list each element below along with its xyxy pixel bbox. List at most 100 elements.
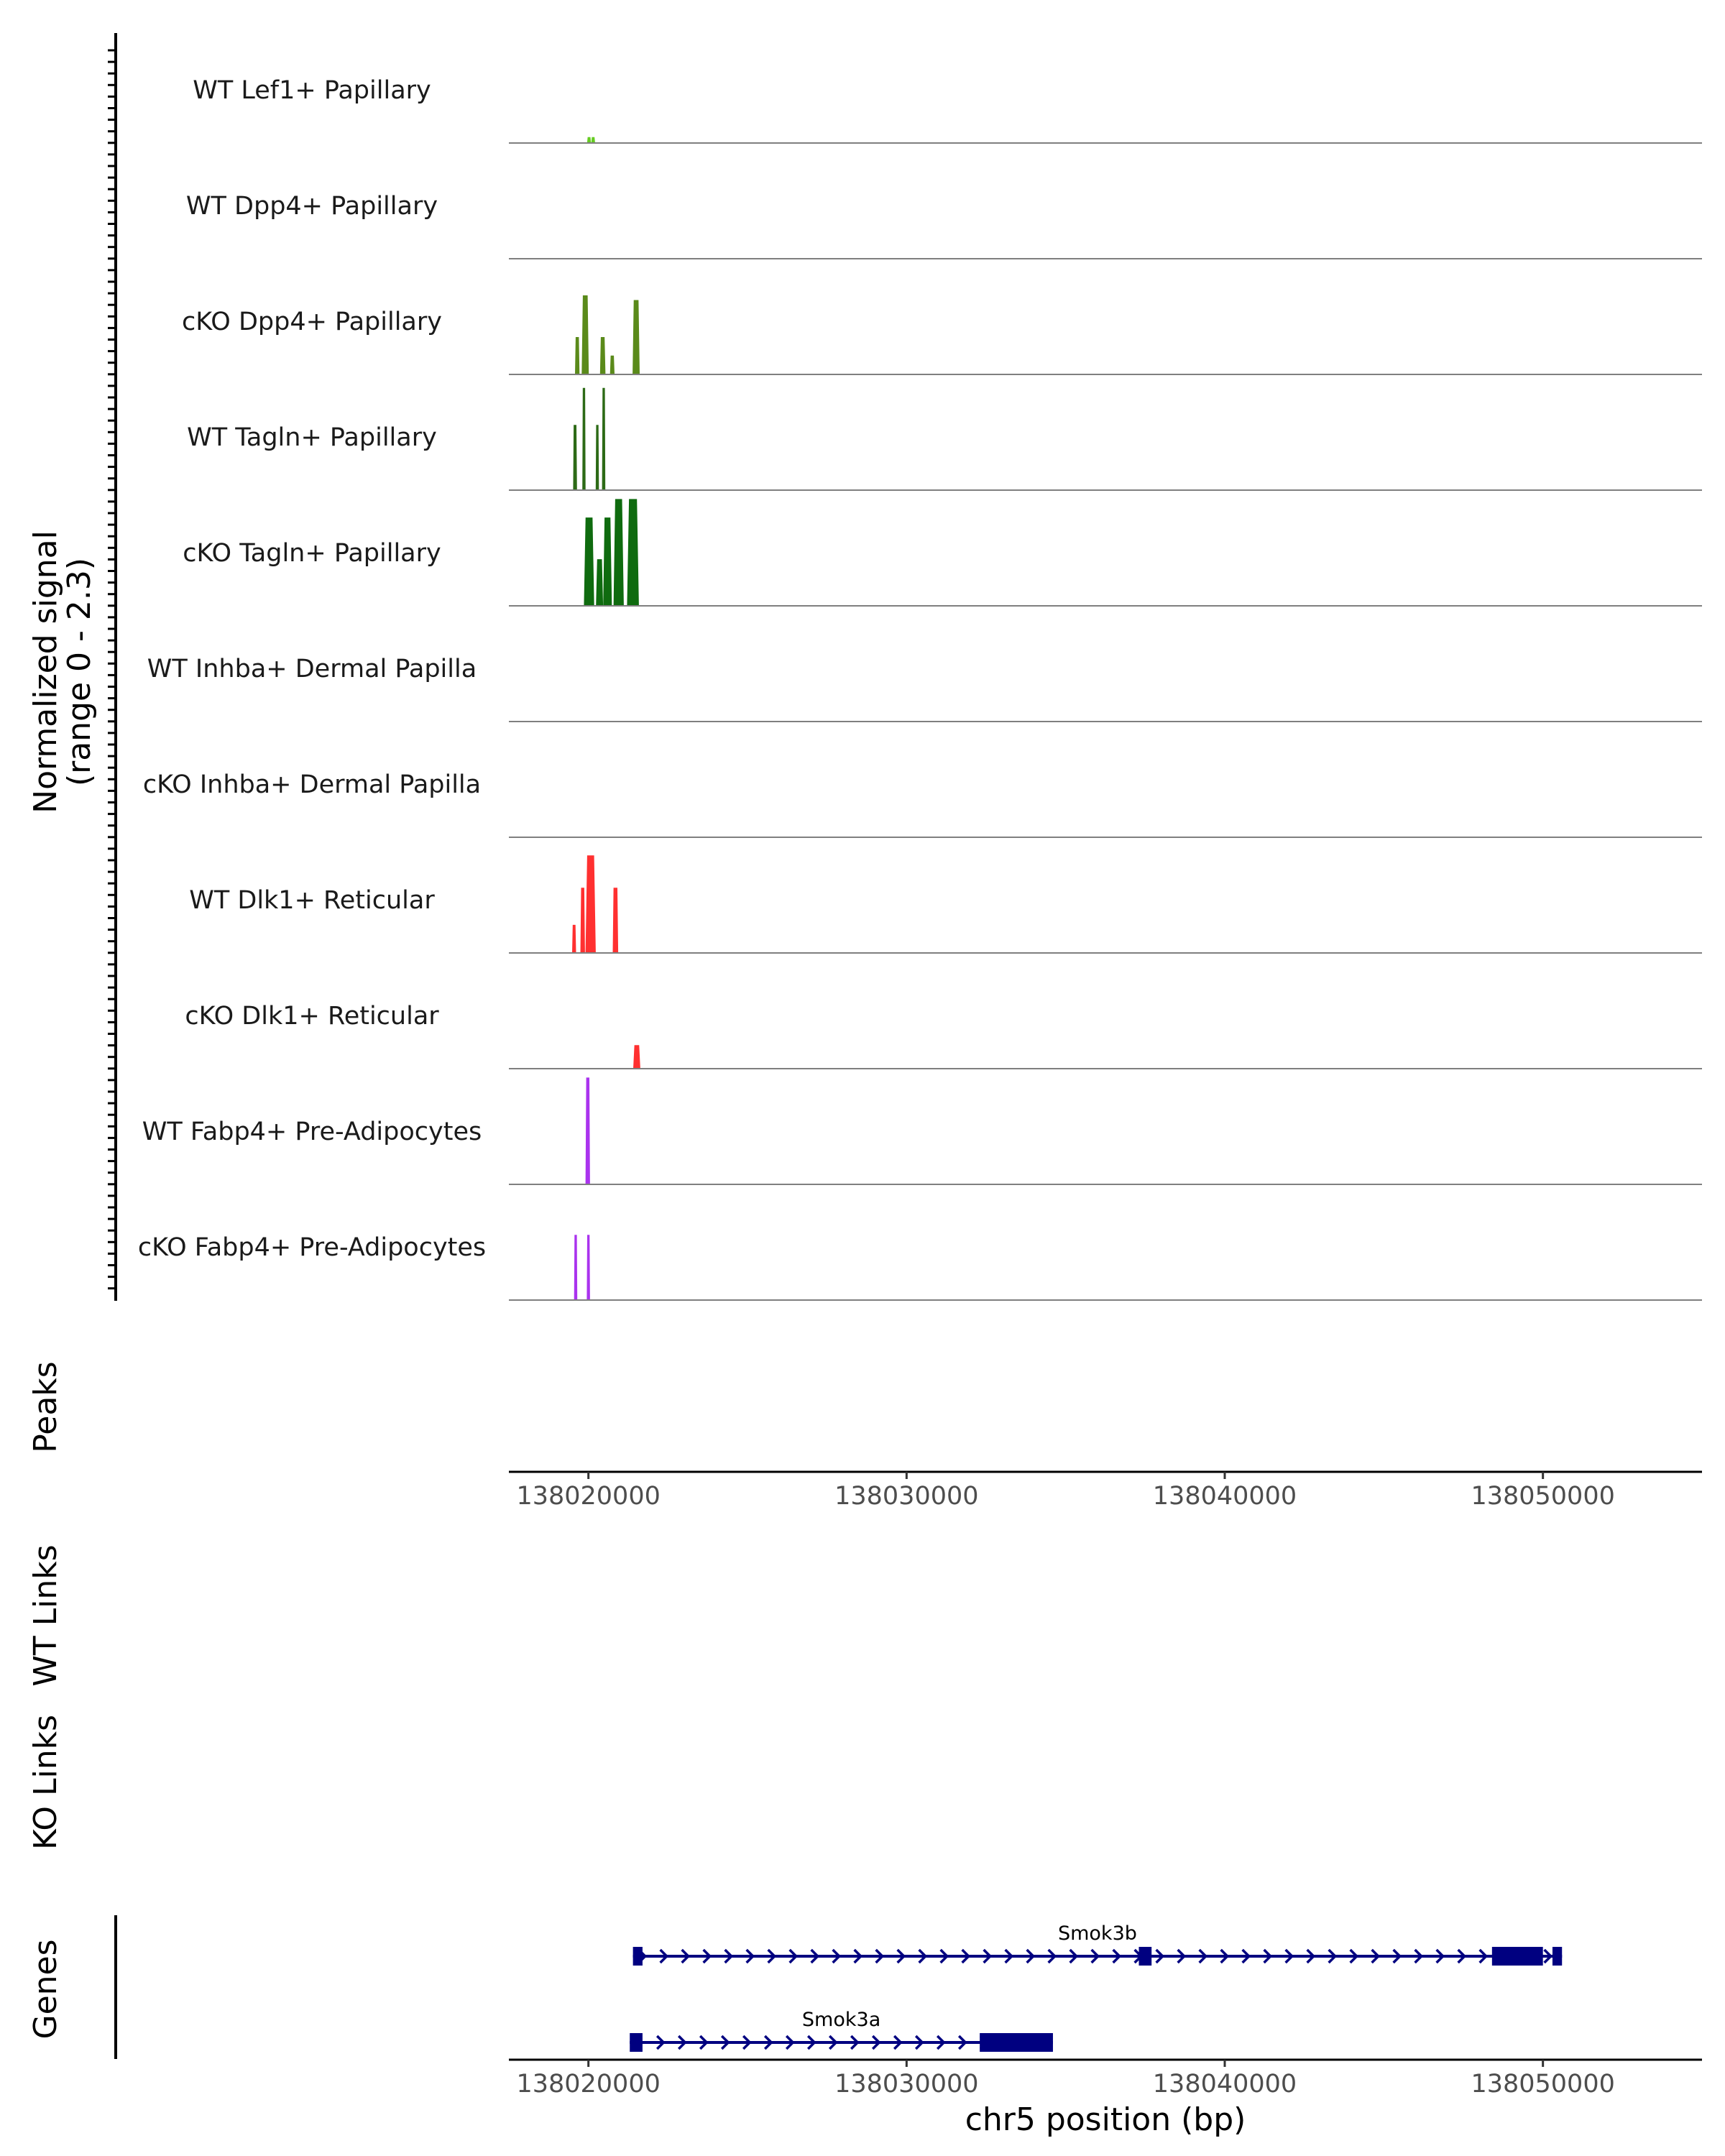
coverage-track: cKO Dpp4+ Papillary — [182, 295, 1702, 375]
coverage-peak — [632, 300, 640, 375]
coverage-track: cKO Tagln+ Papillary — [183, 499, 1702, 607]
strand-arrow — [853, 1948, 863, 1964]
track-label: cKO Dlk1+ Reticular — [185, 1002, 439, 1031]
strand-arrow — [1241, 1948, 1251, 1964]
genes-x-axis: 138020000 138030000 138040000 138050000 — [509, 2058, 1702, 2099]
wt-links-label: WT Links — [27, 1544, 64, 1686]
strand-arrow — [1026, 1948, 1036, 1964]
strand-arrow — [1263, 1948, 1273, 1964]
coverage-peak — [595, 425, 599, 491]
ko-links-label: KO Links — [27, 1715, 64, 1850]
strand-arrow — [1004, 1948, 1014, 1964]
gene-model: Smok3b — [632, 1922, 1563, 1966]
strand-arrow — [810, 1948, 820, 1964]
strand-arrow — [1198, 1948, 1208, 1964]
strand-arrow — [745, 1948, 755, 1964]
gene-exon — [1491, 1947, 1543, 1966]
strand-arrow — [875, 1948, 885, 1964]
strand-arrow — [1435, 1948, 1445, 1964]
strand-arrow — [763, 2035, 773, 2050]
strand-arrow — [656, 2035, 666, 2050]
strand-arrow — [957, 2035, 967, 2050]
coverage-peak — [599, 337, 606, 375]
x-tick-label: 138050000 — [1471, 1482, 1614, 1511]
strand-arrow — [1284, 1948, 1294, 1964]
track-label: WT Tagln+ Papillary — [187, 423, 437, 452]
coverage-peak — [612, 888, 619, 954]
gene-models: Smok3b Smok3a — [630, 1922, 1563, 2052]
x-tick-label: 138030000 — [834, 2070, 978, 2099]
coverage-track: cKO Inhba+ Dermal Papilla — [143, 770, 1702, 838]
peaks-x-ticks: 138020000 138030000 138040000 138050000 — [516, 1472, 1615, 1511]
gene-model: Smok3a — [630, 2009, 1053, 2052]
coverage-track: WT Dlk1+ Reticular — [189, 855, 1702, 954]
genes-x-ticks: 138020000 138030000 138040000 138050000 — [516, 2060, 1615, 2099]
strand-arrow — [1090, 1948, 1100, 1964]
coverage-y-ticks — [108, 49, 116, 1290]
track-label: cKO Dpp4+ Papillary — [182, 308, 442, 336]
track-label: WT Inhba+ Dermal Papilla — [147, 655, 477, 683]
strand-arrow — [939, 1948, 949, 1964]
strand-arrow — [659, 1948, 669, 1964]
x-tick-label: 138040000 — [1153, 1482, 1297, 1511]
track-label: WT Dpp4+ Papillary — [186, 192, 438, 221]
strand-arrow — [677, 2035, 687, 2050]
strand-arrow — [918, 1948, 928, 1964]
strand-arrow — [961, 1948, 971, 1964]
coverage-peak — [632, 1045, 640, 1069]
x-axis-title: chr5 position (bp) — [965, 2101, 1246, 2138]
strand-arrow — [1328, 1948, 1338, 1964]
strand-arrow — [806, 2035, 816, 2050]
gene-exon — [1138, 1947, 1152, 1966]
coverage-peak — [585, 855, 596, 954]
x-tick-label: 138030000 — [834, 1482, 978, 1511]
x-tick-label: 138020000 — [516, 2070, 660, 2099]
strand-arrow — [742, 2035, 752, 2050]
strand-arrow — [1457, 1948, 1467, 1964]
strand-arrow — [832, 1948, 842, 1964]
x-tick-label: 138040000 — [1153, 2070, 1297, 2099]
strand-arrow — [1414, 1948, 1424, 1964]
strand-arrow — [1047, 1948, 1057, 1964]
coverage-track: cKO Dlk1+ Reticular — [185, 1002, 1702, 1069]
strand-arrow — [1306, 1948, 1316, 1964]
gene-name-label: Smok3b — [1058, 1922, 1137, 1945]
coverage-track: WT Dpp4+ Papillary — [186, 192, 1702, 259]
coverage-peak — [571, 924, 576, 954]
coverage-peak — [582, 387, 586, 491]
strand-arrow — [828, 2035, 838, 2050]
strand-arrow — [702, 1948, 712, 1964]
coverage-peak — [584, 517, 594, 607]
coverage-tracks: WT Lef1+ Papillary WT Dpp4+ Papillary cKO … — [138, 76, 1702, 1301]
coverage-y-range: (range 0 - 2.3) — [61, 558, 98, 786]
coverage-peak — [602, 387, 606, 491]
coverage-peak — [596, 559, 604, 607]
track-label: WT Dlk1+ Reticular — [189, 886, 435, 915]
gene-exon — [980, 2033, 1053, 2052]
coverage-track: WT Inhba+ Dermal Papilla — [147, 655, 1702, 722]
strand-arrow — [724, 1948, 734, 1964]
track-label: WT Fabp4+ Pre-Adipocytes — [142, 1118, 482, 1146]
track-label: WT Lef1+ Papillary — [193, 76, 431, 105]
gene-exon — [630, 2033, 643, 2052]
strand-arrow — [681, 1948, 691, 1964]
coverage-track: cKO Fabp4+ Pre-Adipocytes — [138, 1233, 1702, 1301]
strand-arrow — [788, 1948, 799, 1964]
strand-arrow — [1155, 1948, 1165, 1964]
coverage-peak — [586, 137, 592, 144]
coverage-peak — [613, 499, 624, 607]
peaks-x-axis: 138020000 138030000 138040000 138050000 — [509, 1470, 1702, 1511]
coverage-track: WT Fabp4+ Pre-Adipocytes — [142, 1077, 1702, 1185]
strand-arrow — [896, 1948, 906, 1964]
strand-arrow — [1349, 1948, 1359, 1964]
x-tick-label: 138020000 — [516, 1482, 660, 1511]
strand-arrow — [1112, 1948, 1122, 1964]
strand-arrow — [720, 2035, 730, 2050]
strand-arrow — [936, 2035, 946, 2050]
strand-arrow — [767, 1948, 777, 1964]
coverage-peak — [581, 295, 589, 375]
coverage-peak — [574, 1235, 578, 1301]
gene-exon — [632, 1947, 643, 1966]
coverage-track: WT Lef1+ Papillary — [193, 76, 1702, 144]
coverage-peak — [627, 499, 639, 607]
